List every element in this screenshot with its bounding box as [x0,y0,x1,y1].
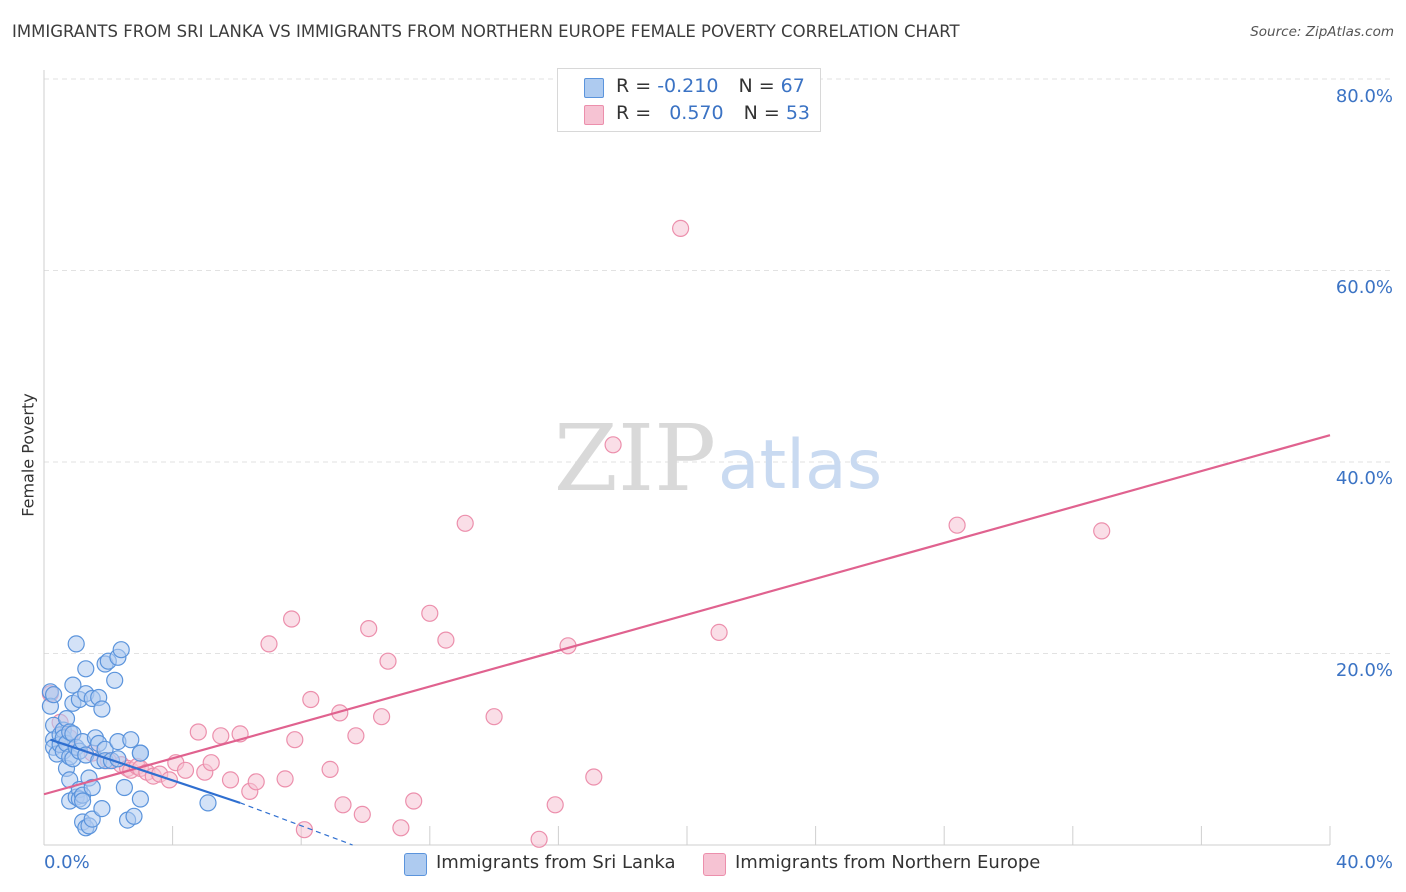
point-northern-europe-37 [379,652,397,670]
points-layer [41,219,1111,848]
point-northern-europe-15 [176,761,195,779]
point-northern-europe-49 [671,219,690,237]
point-sri-lanka-41 [83,810,101,828]
point-northern-europe-28 [295,821,313,839]
point-northern-europe-18 [202,754,220,772]
watermark-atlas: atlas [718,426,882,505]
point-northern-europe-48 [604,436,622,454]
point-sri-lanka-33 [77,660,95,678]
trend-layer [43,434,1331,846]
point-northern-europe-20 [221,771,240,789]
point-northern-europe-52 [1093,522,1111,540]
y-tick-label-20: 20.0% [1335,660,1393,681]
x-tick-label-min: 0.0% [44,852,90,873]
grid-layer [44,78,1393,654]
point-northern-europe-29 [302,690,320,709]
point-northern-europe-43 [485,708,503,726]
trend-line-northern-europe [43,434,1331,796]
point-northern-europe-27 [286,731,304,749]
point-northern-europe-44 [530,830,548,848]
n-value-sri-lanka: 67 [780,75,805,97]
point-northern-europe-23 [247,773,265,791]
point-northern-europe-16 [189,723,207,741]
legend-swatch-pink [703,853,726,876]
point-northern-europe-51 [948,516,966,534]
blue-swatch [584,78,604,98]
point-northern-europe-24 [260,635,278,653]
chart-title: IMMIGRANTS FROM SRI LANKA VS IMMIGRANTS … [12,22,960,41]
point-northern-europe-42 [456,514,474,532]
source-credit: Source: ZipAtlas.com [1250,24,1394,40]
point-northern-europe-32 [334,796,352,814]
point-sri-lanka-60 [122,731,140,749]
point-sri-lanka-47 [93,799,111,818]
point-northern-europe-35 [360,619,378,638]
point-sri-lanka-64 [131,744,149,762]
point-sri-lanka-40 [83,778,101,797]
point-northern-europe-45 [546,796,564,814]
y-tick-label-40: 40.0% [1335,468,1393,489]
point-sri-lanka-65 [199,794,217,812]
point-northern-europe-33 [347,727,365,745]
point-sri-lanka-53 [106,671,124,689]
r-value-northern-europe: 0.570 [669,102,724,124]
pink-swatch [584,105,604,125]
point-northern-europe-26 [283,610,301,628]
trend-line-sri-lanka [50,738,241,804]
point-northern-europe-50 [710,623,728,642]
watermark-zip: ZIP [554,405,716,512]
legend-label-sri-lanka: Immigrants from Sri Lanka [436,852,676,873]
point-sri-lanka-31 [73,792,92,810]
point-sri-lanka-62 [131,790,149,808]
point-northern-europe-38 [392,819,410,837]
point-sri-lanka-66 [44,686,63,704]
point-sri-lanka-58 [115,778,134,797]
point-northern-europe-41 [437,631,455,649]
stats-box: R = -0.210 N = 67 R = 0.570 N = 53 [557,68,821,132]
point-sri-lanka-46 [93,700,111,718]
axis-layer [43,70,1331,846]
x-tick-label-max: 40.0% [1335,852,1393,873]
point-sri-lanka-55 [112,641,130,659]
n-value-northern-europe: 53 [785,102,811,124]
point-northern-europe-34 [353,805,371,824]
point-northern-europe-30 [321,760,339,779]
point-northern-europe-47 [585,768,603,786]
legend-swatch-blue [404,853,427,876]
y-axis-label: Female Poverty [18,393,38,517]
y-tick-label-80: 80.0% [1335,86,1393,107]
point-northern-europe-25 [276,770,294,788]
point-northern-europe-39 [405,792,423,810]
legend-label-northern-europe: Immigrants from Northern Europe [735,852,1041,873]
point-northern-europe-19 [212,727,230,745]
trend-line-sri-lanka-extrapolated [239,802,353,846]
point-sri-lanka-18 [64,676,82,694]
point-sri-lanka-22 [67,635,85,653]
point-northern-europe-36 [373,708,391,726]
point-northern-europe-40 [421,604,439,622]
point-sri-lanka-61 [125,807,143,825]
r-value-sri-lanka: -0.210 [657,75,719,97]
stats-text-sri-lanka: R = -0.210 N = 67 [616,75,805,97]
stats-text-northern-europe: R = 0.570 N = 53 [616,102,811,124]
y-tick-label-60: 60.0% [1335,277,1393,298]
